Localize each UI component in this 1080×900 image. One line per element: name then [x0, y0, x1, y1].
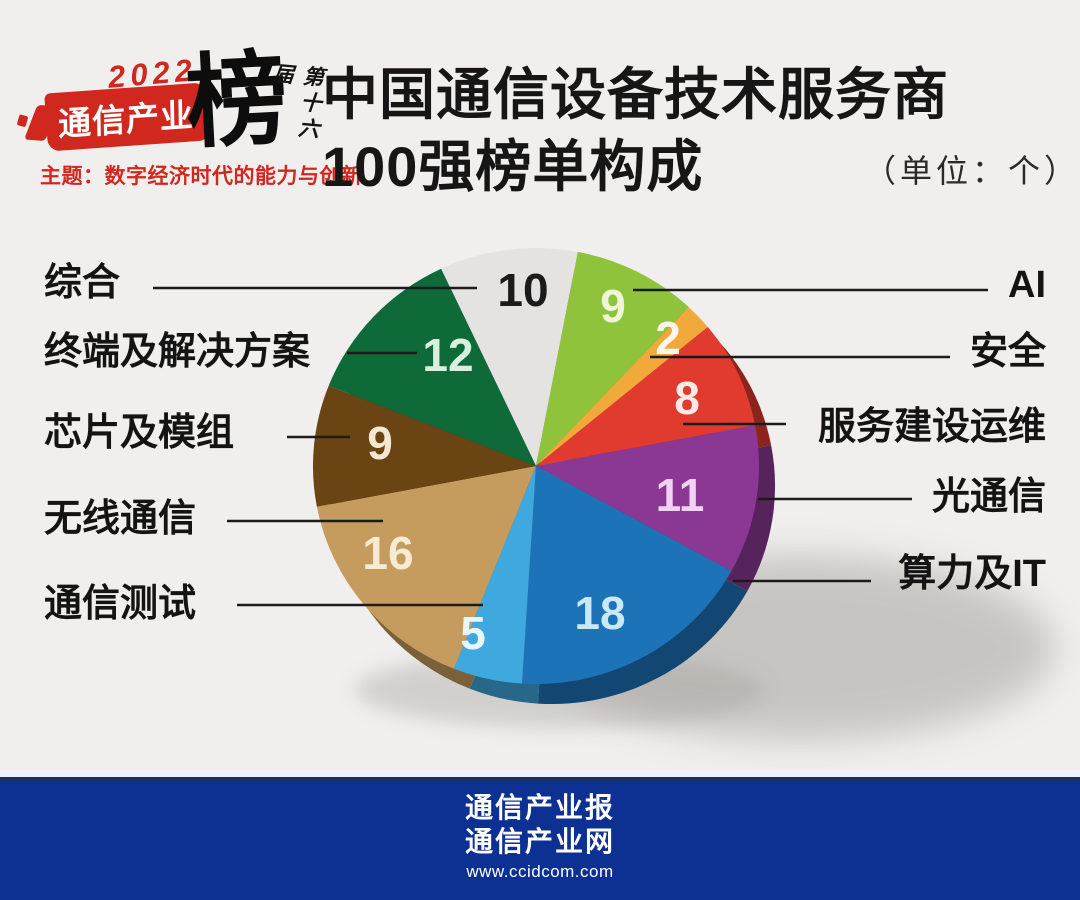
category-label-testing: 通信测试 — [44, 583, 197, 625]
pie-slice-6 — [453, 466, 536, 684]
value-label-6: 5 — [460, 607, 486, 659]
footer-url: www.ccidcom.com — [466, 862, 614, 881]
category-label-security: 安全 — [969, 331, 1046, 373]
logo-theme-line: 主题：数字经济时代的能力与创新 — [40, 165, 363, 188]
footer-brand-line1: 通信产业报 — [464, 792, 615, 823]
value-label-8: 9 — [367, 417, 393, 469]
pie-slice-8 — [312, 385, 536, 507]
category-label-comprehensive: 综合 — [44, 262, 121, 304]
unit-note: （单位：个） — [864, 152, 1080, 190]
pie-slice-9 — [328, 268, 536, 466]
category-label-computing-it: 算力及IT — [898, 553, 1046, 595]
pie-slice-7 — [316, 466, 536, 669]
footer-bar: 通信产业报 通信产业网 www.ccidcom.com — [0, 777, 1080, 900]
footer-divider — [0, 770, 1080, 777]
value-label-1: 9 — [600, 280, 626, 332]
category-label-wireless: 无线通信 — [44, 498, 197, 540]
pie-slice-3 — [536, 327, 756, 466]
leader-lines — [153, 286, 988, 607]
pie-slice-1 — [536, 251, 689, 466]
pie-slice-0 — [441, 248, 578, 466]
category-label-optical: 光通信 — [931, 476, 1046, 518]
value-label-9: 12 — [422, 329, 473, 381]
value-label-5: 18 — [574, 587, 625, 639]
value-label-3: 8 — [674, 372, 700, 424]
value-label-7: 16 — [362, 527, 413, 579]
footer-brand-line2: 通信产业网 — [464, 826, 615, 857]
value-label-2: 2 — [655, 312, 681, 364]
category-label-chips-modules: 芯片及模组 — [44, 412, 235, 454]
value-label-4: 11 — [656, 469, 705, 521]
category-label-ai: AI — [1008, 264, 1046, 306]
pie-slice-5 — [522, 466, 732, 685]
page-title-line2: 100强榜单构成 — [322, 135, 704, 198]
pie-slice-2 — [536, 307, 708, 466]
category-label-terminal-solutions: 终端及解决方案 — [44, 331, 311, 373]
pie-slice-4 — [536, 425, 760, 571]
category-label-service-ops: 服务建设运维 — [817, 406, 1046, 448]
page-title-line1: 中国通信设备技术服务商 — [322, 63, 949, 126]
value-label-0: 10 — [497, 264, 548, 316]
pie-top-layer — [312, 248, 760, 685]
